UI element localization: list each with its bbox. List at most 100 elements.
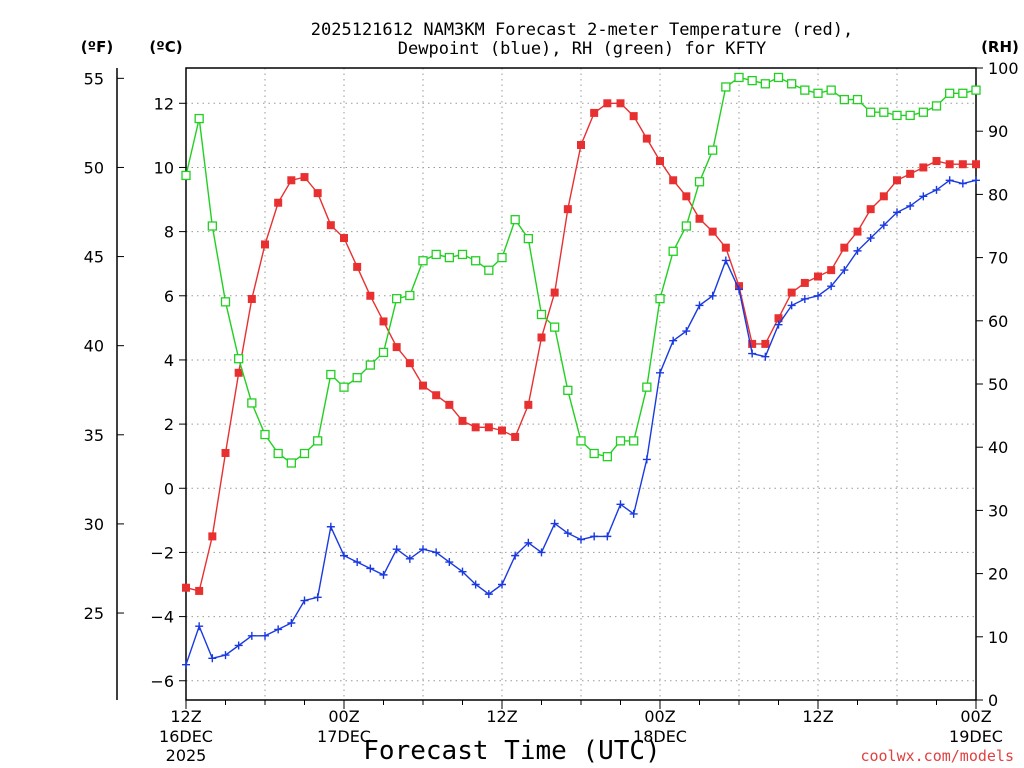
rh-tick-label: 20 — [988, 565, 1008, 584]
rh-point — [536, 309, 547, 320]
temperature-point — [787, 288, 796, 297]
rh-point — [800, 85, 810, 95]
temperature-point — [261, 240, 269, 249]
rh-point — [905, 110, 915, 121]
x-tick-year-label: 2025 — [166, 746, 207, 765]
rh-point — [773, 72, 784, 83]
rh-tick-label: 30 — [988, 501, 1008, 520]
rh-point — [484, 265, 494, 275]
rh-point — [918, 107, 928, 117]
rh-point — [971, 85, 981, 95]
fahrenheit-tick-label: 45 — [84, 248, 104, 267]
rh-point — [247, 398, 257, 408]
temperature-point — [445, 400, 454, 409]
temperature-point — [695, 214, 704, 223]
dewpoint-point — [682, 327, 691, 336]
temperature-point — [642, 134, 651, 143]
rh-tick-label: 70 — [988, 249, 1008, 268]
dewpoint-point — [787, 301, 796, 310]
dewpoint-point — [498, 580, 506, 589]
temperature-point — [945, 160, 954, 169]
dewpoint-point — [379, 570, 388, 579]
rh-point — [352, 373, 362, 383]
dewpoint-point — [642, 455, 651, 464]
dewpoint-point — [405, 554, 414, 563]
fahrenheit-unit-label: (ºF) — [81, 38, 113, 56]
fahrenheit-tick-label: 40 — [84, 337, 104, 356]
celsius-tick-label: 6 — [164, 287, 174, 306]
rh-point — [668, 246, 678, 256]
rh-point — [852, 94, 863, 105]
temperature-point — [866, 205, 875, 214]
temperature-point — [840, 243, 849, 252]
rh-tick-label: 100 — [988, 59, 1019, 78]
temperature-point — [682, 192, 691, 201]
dewpoint-point — [774, 320, 783, 329]
temperature-point — [761, 339, 770, 348]
dewpoint-point — [972, 176, 980, 185]
dewpoint-point — [419, 545, 427, 554]
temperature-point — [669, 176, 678, 185]
temperature-point — [853, 227, 862, 236]
dewpoint-point — [708, 291, 717, 300]
fahrenheit-tick-label: 50 — [84, 158, 104, 177]
dewpoint-point — [748, 349, 757, 358]
x-tick-label: 12Z — [802, 707, 833, 726]
rh-tick-label: 80 — [988, 185, 1008, 204]
rh-point — [958, 88, 968, 98]
rh-tick-label: 60 — [988, 312, 1008, 331]
temperature-point — [287, 176, 296, 185]
dewpoint-point — [340, 551, 348, 560]
rh-point — [194, 113, 204, 124]
rh-point — [286, 458, 296, 468]
temperature-point — [537, 333, 546, 342]
celsius-tick-label: 4 — [164, 351, 174, 370]
celsius-tick-label: 12 — [154, 94, 174, 113]
dewpoint-point — [353, 558, 362, 567]
celsius-tick-label: 2 — [164, 415, 174, 434]
rh-point — [629, 436, 639, 446]
rh-point — [945, 88, 955, 98]
dewpoint-point — [524, 538, 533, 547]
rh-point — [747, 75, 757, 86]
celsius-tick-label: −2 — [150, 543, 174, 562]
temperature-point — [221, 448, 230, 457]
dewpoint-point — [945, 176, 954, 185]
rh-point — [892, 110, 902, 121]
temperature-point — [182, 583, 190, 592]
rh-point — [431, 249, 441, 260]
rh-point — [523, 233, 533, 244]
dewpoint-point — [392, 545, 401, 554]
rh-tick-label: 10 — [988, 628, 1008, 647]
rh-point — [392, 294, 402, 304]
rh-point — [378, 347, 389, 358]
rh-point — [510, 215, 520, 225]
dewpoint-point — [484, 590, 493, 599]
temperature-point — [550, 288, 559, 297]
temperature-point — [814, 272, 822, 281]
temperature-point — [616, 99, 625, 108]
dewpoint-point — [721, 256, 730, 265]
temperature-point — [511, 432, 520, 441]
rh-point — [207, 221, 217, 231]
x-tick-label: 12Z — [486, 707, 517, 726]
dewpoint-point — [208, 654, 217, 663]
rh-point — [181, 170, 191, 181]
temperature-point — [353, 262, 362, 271]
temperature-point — [498, 426, 506, 435]
dewpoint-point — [300, 596, 309, 605]
rh-point — [405, 290, 415, 301]
dewpoint-point — [366, 564, 375, 573]
dewpoint-point — [221, 651, 230, 660]
dewpoint-point — [879, 221, 888, 230]
temperature-point — [827, 266, 836, 275]
dewpoint-point — [932, 185, 941, 194]
rh-point — [642, 382, 652, 392]
rh-point — [694, 177, 705, 187]
rh-point — [339, 382, 349, 392]
dewpoint-point — [958, 179, 967, 188]
temperature-point — [524, 400, 533, 409]
series-layer — [181, 72, 981, 669]
x-tick-label: 00Z — [328, 707, 359, 726]
